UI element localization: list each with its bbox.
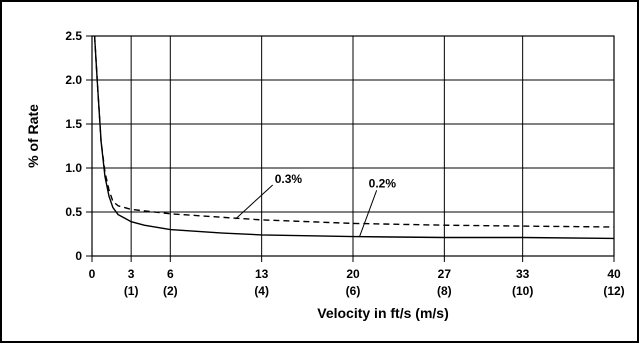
x-tick-label: 6 [167, 267, 174, 281]
annotation-0-2pct: 0.2% [369, 176, 397, 190]
y-axis-label: % of Rate [25, 104, 41, 168]
y-tick-label: 1.0 [65, 161, 82, 175]
x-tick-sublabel: (12) [603, 284, 624, 298]
annotation-leader-0-2pct [359, 190, 378, 237]
y-tick-label: 1.5 [65, 117, 82, 131]
x-tick-sublabel: (1) [124, 284, 139, 298]
x-tick-label: 27 [438, 267, 452, 281]
x-tick-label: 13 [255, 267, 269, 281]
y-tick-label: 0 [75, 249, 82, 263]
x-tick-sublabel: (2) [163, 284, 178, 298]
y-tick-label: 2.0 [65, 73, 82, 87]
annotation-0-3pct: 0.3% [275, 172, 303, 186]
series-line-0-3pct [93, 35, 615, 228]
x-tick-label: 0 [89, 267, 96, 281]
y-tick-label: 0.5 [65, 205, 82, 219]
x-tick-sublabel: (4) [254, 284, 269, 298]
annotation-leader-0-3pct [235, 184, 274, 220]
x-tick-label: 20 [346, 267, 360, 281]
x-tick-label: 33 [516, 267, 530, 281]
x-tick-sublabel: (8) [437, 284, 452, 298]
x-axis-label: Velocity in ft/s (m/s) [317, 305, 448, 321]
x-tick-label: 3 [128, 267, 135, 281]
x-tick-label: 40 [607, 267, 621, 281]
y-tick-label: 2.5 [65, 29, 82, 43]
x-tick-sublabel: (10) [512, 284, 533, 298]
x-tick-sublabel: (6) [346, 284, 361, 298]
